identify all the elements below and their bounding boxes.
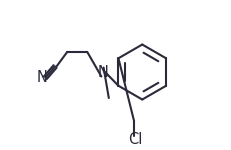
Text: N: N	[37, 70, 48, 85]
Text: N: N	[97, 64, 108, 80]
Text: Cl: Cl	[128, 132, 143, 147]
